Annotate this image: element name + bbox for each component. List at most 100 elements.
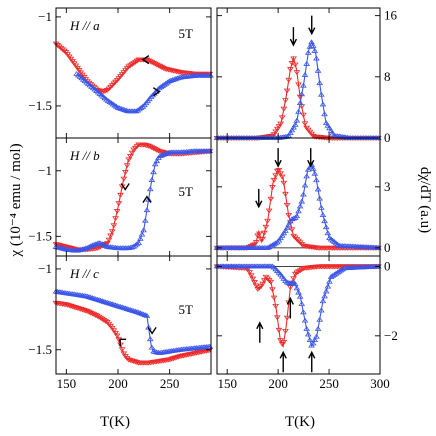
chi-a-blue-marker (117, 105, 125, 111)
dchi-b-blue-marker (300, 191, 307, 197)
dchi-a-blue-marker (303, 60, 311, 66)
dchi-b-blue-marker (277, 235, 284, 241)
dchi-b-ytick-label: 0 (384, 240, 391, 255)
chi-a-blue-marker (116, 105, 124, 111)
dchi-a-red-marker (270, 132, 278, 137)
chi-c-red-marker (120, 351, 128, 357)
chi-c-blue-marker (140, 311, 147, 317)
dchi-a-annotation-arrow (289, 27, 298, 47)
dchi-c-red-marker (246, 270, 253, 276)
dchi-a-blue-marker (313, 55, 320, 61)
dchi-b-blue-marker (282, 227, 289, 233)
dchi-a-red-marker (300, 112, 307, 118)
chi-c-blue-marker (136, 310, 144, 316)
chi-b-blue-marker (60, 246, 68, 251)
dchi-b-blue-marker (311, 170, 319, 176)
dchi-c-red-marker (249, 276, 257, 282)
dchi-b-blue-marker (316, 195, 324, 201)
dchi-c-blue-marker (280, 275, 288, 281)
dchi-b-blue-marker (319, 212, 327, 218)
chi-c-blue-marker (89, 295, 96, 301)
chi-a-blue-marker (119, 106, 127, 112)
dchi-c-red-marker (269, 287, 276, 293)
chi-b-red-marker (117, 192, 124, 198)
chi-c-blue-marker (102, 299, 109, 305)
dchi-a-blue-marker (285, 132, 293, 138)
dchi-b-blue-marker (285, 221, 293, 227)
chi-b-blue-marker (59, 245, 66, 251)
chi-b-series-blue-line (56, 150, 211, 252)
dchi-b-panel: 03 (213, 137, 391, 257)
chi-b-blue-marker (141, 217, 149, 223)
dchi-b-blue-marker (303, 173, 311, 179)
chi-b-blue-marker (132, 242, 139, 248)
dchi-b-blue-marker (290, 215, 297, 221)
dchi-b-annotation-arrow (255, 188, 263, 209)
chi-b-red-marker (125, 157, 133, 163)
chi-a-blue-marker (136, 106, 143, 112)
chi-c-blue-marker (133, 309, 141, 315)
chi-a-blue-marker (137, 105, 145, 110)
dchi-c-red-marker (280, 340, 288, 345)
chi-c-red-marker (174, 354, 182, 360)
dchi-a-blue-marker (311, 47, 319, 53)
dchi-c-blue-marker (300, 309, 307, 315)
dchi-a-blue-marker (314, 67, 322, 73)
dchi-a-blue-marker (308, 39, 315, 45)
chi-c-red-marker (173, 355, 181, 361)
dchi-c-ytick-label: −2 (384, 328, 398, 343)
chi-b-red-marker (113, 209, 121, 214)
dchi-b-blue-marker (278, 232, 286, 238)
chi-c-blue-marker (117, 303, 124, 309)
dchi-c-blue-marker (306, 337, 314, 342)
dchi-c-red-marker (275, 327, 283, 333)
dchi-a-red-marker (295, 82, 302, 88)
chi-c-blue-marker (135, 309, 143, 315)
chi-a-field-label: H // a (69, 18, 100, 33)
dchi-a-blue-marker (309, 43, 317, 48)
dchi-c-xtick-label: 200 (268, 376, 288, 391)
dchi-b-blue-marker (321, 218, 328, 224)
dchi-c-ytick-label: 0 (384, 258, 391, 273)
chi-c-red-marker (102, 318, 109, 324)
dchi-a-red-marker (283, 88, 291, 94)
dchi-c-panel: 150 200 250 300 0 −2 (213, 255, 398, 391)
chi-a-field-strength: 5T (179, 26, 194, 41)
dchi-b-blue-marker (306, 164, 314, 170)
dchi-a-panel: 0 8 16 (213, 7, 398, 145)
chi-c-xtick-label: 200 (108, 376, 128, 391)
chi-c-blue-marker (110, 301, 118, 307)
dchi-b-blue-marker (296, 203, 304, 209)
dchi-a-blue-marker (321, 111, 328, 117)
right-xlabel: T(K) (285, 414, 315, 430)
dchi-a-blue-marker (327, 127, 335, 133)
dchi-a-blue-marker (319, 101, 327, 107)
chi-c-blue-marker (112, 302, 119, 308)
chi-b-blue-marker (57, 245, 65, 251)
dchi-c-blue-marker (288, 280, 296, 286)
dchi-b-ytick-label: 3 (384, 179, 391, 194)
dchi-a-frame (216, 7, 381, 139)
chi-b-blue-marker (95, 240, 103, 246)
dchi-b-red-marker (262, 224, 270, 230)
chi-a-blue-marker (121, 107, 128, 113)
dchi-b-blue-marker (293, 213, 301, 219)
chi-c-blue-marker (153, 349, 161, 355)
chi-b-blue-marker (55, 244, 63, 250)
dchi-b-red-marker (252, 240, 260, 246)
chi-b-red-marker (110, 223, 118, 229)
dchi-c-red-marker (272, 303, 280, 309)
dchi-a-blue-marker (324, 122, 332, 128)
chi-b-red-marker (120, 176, 128, 182)
dchi-c-blue-marker (314, 325, 322, 331)
dchi-c-annotation-arrow (256, 321, 264, 343)
dchi-c-series-blue-line (217, 265, 380, 348)
dchi-c-blue-marker (295, 289, 302, 295)
chi-c-blue-marker (120, 305, 128, 310)
chi-b-blue-marker (151, 161, 159, 167)
chi-c-blue-marker (85, 294, 93, 300)
dchi-b-blue-marker (324, 230, 332, 236)
chi-c-blue-marker (118, 304, 126, 310)
dchi-c-blue-marker (309, 340, 317, 346)
